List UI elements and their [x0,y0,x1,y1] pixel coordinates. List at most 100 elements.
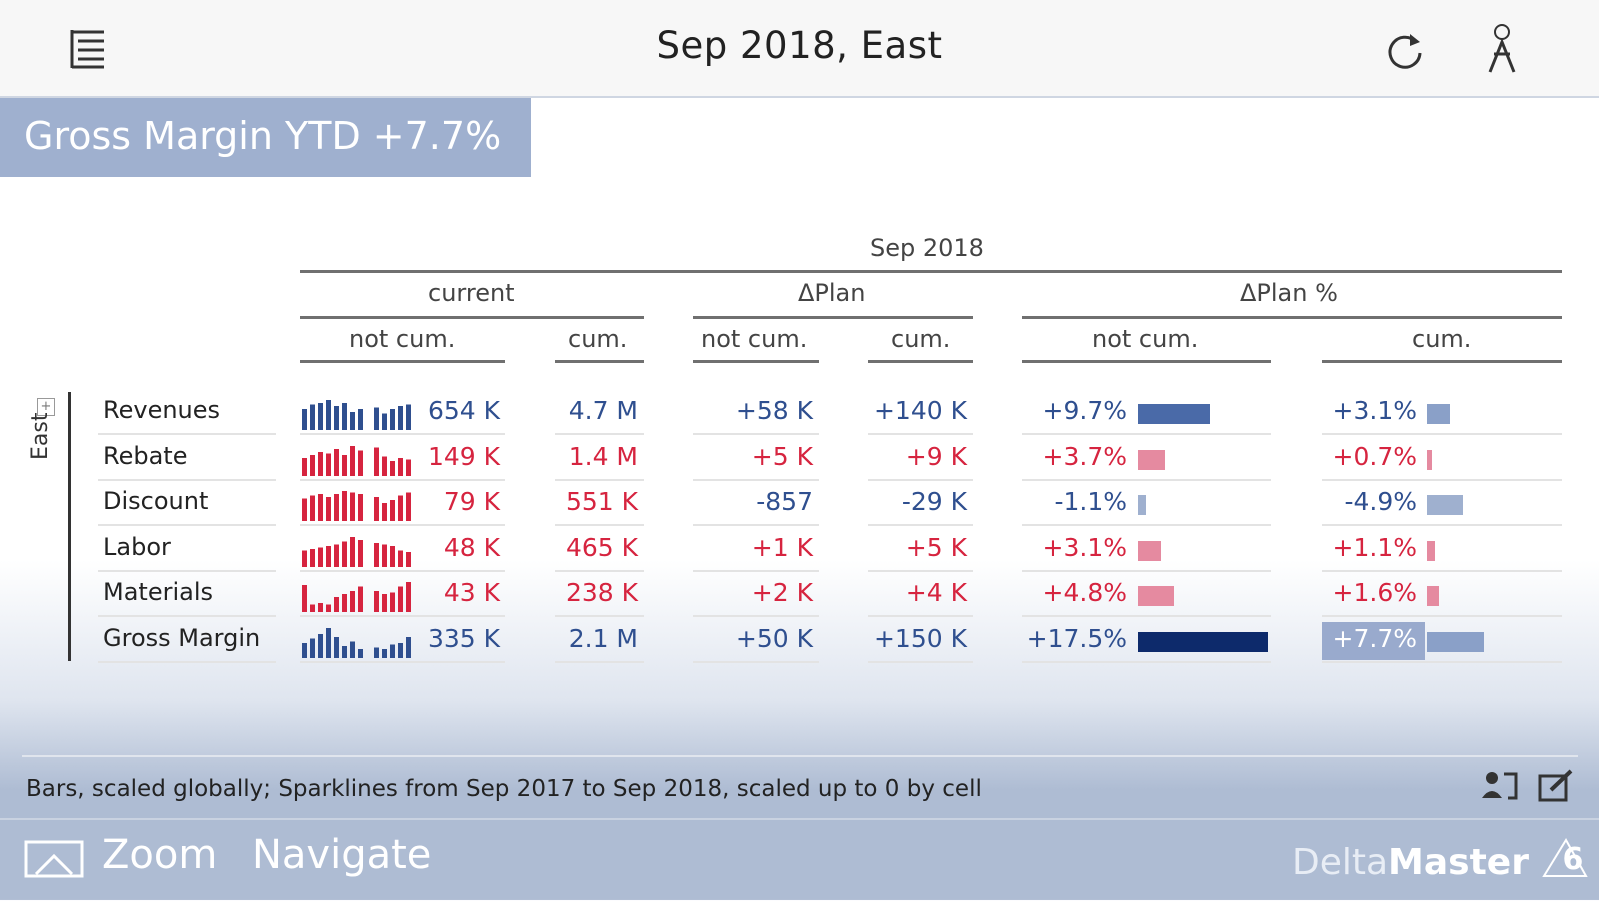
bar-pct-cum [1427,586,1439,606]
value-current-cum: 238 K [565,578,638,607]
row-divider [1322,615,1562,617]
navigate-button[interactable]: Navigate [252,832,432,878]
brand-bold: Master [1388,842,1529,883]
zoom-button[interactable]: Zoom [102,832,218,878]
subcol-rule [868,360,973,363]
bar-pct-cum [1427,495,1464,515]
spark-bar [302,498,307,521]
row-divider [1322,433,1562,435]
row-divider [1022,478,1271,481]
spark-bar [382,456,387,476]
spark-bar [318,494,323,521]
bar-pct-cum [1427,540,1436,561]
row-divider [1322,660,1562,663]
row-divider [555,433,644,435]
subcol-rule [300,360,505,363]
value-dplan-notcum: +50 K [735,623,813,653]
row-label: Materials [103,578,214,606]
value-current-notcum: 335 K [427,623,500,653]
outline-menu-icon[interactable] [64,22,114,76]
subcol-current-cum: cum. [568,325,628,353]
bar-pct-notcum [1138,586,1174,606]
spark-bar [350,591,355,612]
comment-person-icon[interactable] [1480,768,1520,804]
value-pct-notcum: +4.8% [1042,578,1127,607]
spark-bar [358,409,363,430]
row-divider [98,433,276,435]
sparkline-gross-margin [302,626,415,658]
spark-bar [406,492,411,521]
spark-bar [350,536,355,567]
value-dplan-notcum: +58 K [735,396,813,425]
spark-bar [302,550,307,567]
spark-bar [406,551,411,567]
spark-bar [390,409,395,430]
row-divider [868,569,973,572]
value-dplan-cum: +9 K [905,441,967,471]
row-divider [693,478,819,481]
spark-bar [374,447,379,476]
row-label: Gross Margin [103,623,261,652]
spark-bar [326,545,331,567]
refresh-icon[interactable] [1380,22,1430,76]
value-current-notcum: 79 K [443,487,500,516]
subcol-rule [1022,360,1271,363]
spark-bar [318,403,323,430]
row-divider [868,660,973,663]
row-divider [868,433,973,435]
value-current-cum: 551 K [565,487,638,516]
group-current-header: current [428,279,515,307]
row-group-label: East [28,412,53,460]
spark-bar [334,406,339,430]
value-pct-cum: +1.6% [1332,578,1417,607]
spark-bar [390,500,395,521]
row-divider [1022,433,1271,435]
spark-bar [382,594,387,612]
row-divider [1022,615,1271,617]
spark-bar [382,503,387,521]
user-avatar-icon[interactable] [1478,22,1528,76]
spark-bar [398,495,403,521]
row-divider [98,478,276,481]
value-current-notcum: 48 K [443,532,500,562]
value-dplan-notcum: -857 [756,487,813,516]
period-rule [300,270,1562,273]
spark-bar [382,544,387,567]
row-divider [300,433,505,435]
subcol-rule [693,360,819,363]
value-dplan-notcum: +1 K [751,532,813,562]
zoom-icon[interactable] [24,838,86,880]
spark-bar [358,586,363,612]
value-pct-cum: +3.1% [1332,396,1417,425]
row-divider [300,478,505,481]
spark-bar [302,642,307,658]
gross-margin-highlight [1322,622,1425,660]
value-dplan-notcum: +2 K [751,578,813,607]
spark-bar [350,412,355,430]
row-divider [1022,524,1271,526]
spark-bar [342,454,347,476]
expand-icon[interactable]: + [37,398,55,416]
bar-pct-cum [1427,404,1451,424]
spark-bar [326,497,331,521]
bar-pct-notcum [1138,404,1211,424]
value-pct-notcum: +3.7% [1042,441,1127,471]
value-pct-cum: +1.1% [1332,532,1417,562]
spark-bar [374,647,379,658]
row-group-line [68,392,71,661]
value-current-notcum: 43 K [443,578,500,607]
value-pct-notcum: +3.1% [1042,532,1127,562]
row-label: Discount [103,487,209,515]
footnote: Bars, scaled globally; Sparklines from S… [26,776,982,802]
spark-bar [390,545,395,567]
value-pct-cum: +0.7% [1332,441,1417,471]
subcol-dplan-notcum: not cum. [701,325,808,353]
spark-bar [326,627,331,658]
edit-icon[interactable] [1537,768,1577,804]
bar-pct-notcum [1138,631,1268,652]
sparkline-labor [302,535,415,567]
value-dplan-notcum: +5 K [751,441,813,471]
row-divider [693,569,819,572]
spark-bar [358,494,363,521]
